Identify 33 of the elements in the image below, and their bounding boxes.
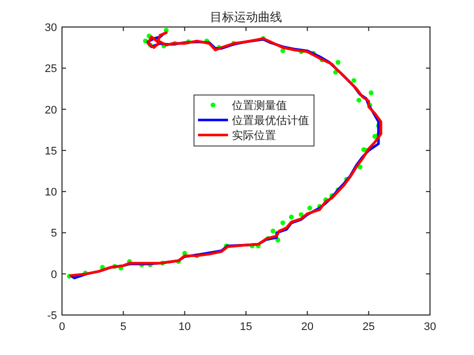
point [288, 214, 294, 220]
x-tick-label: 10 [178, 321, 191, 333]
x-tick-label: 25 [362, 321, 375, 333]
legend-label: 位置最优估计值 [232, 114, 309, 127]
point [358, 164, 362, 170]
point [307, 206, 312, 210]
chart-title: 目标运动曲线 [210, 10, 282, 24]
y-tick-label: 20 [44, 104, 57, 116]
y-tick-label: 25 [44, 63, 57, 76]
point [280, 220, 286, 226]
x-tick-label: 5 [120, 321, 126, 333]
legend-label: 实际位置 [232, 129, 276, 142]
point [275, 238, 280, 243]
point [270, 228, 276, 234]
x-tick-label: 20 [301, 321, 314, 333]
y-tick-label: 5 [50, 228, 57, 240]
y-tick-label: 0 [50, 268, 57, 281]
point [368, 90, 374, 96]
y-tick-label: 30 [44, 22, 57, 34]
point [333, 70, 338, 75]
legend-label: 位置测量值 [232, 100, 287, 112]
point [356, 98, 362, 103]
point [336, 60, 340, 65]
x-tick-label: 0 [58, 321, 66, 333]
point [352, 78, 356, 83]
y-tick-label: 10 [44, 186, 57, 199]
point [361, 147, 366, 152]
y-tick-label: 15 [44, 145, 57, 158]
x-tick-label: 30 [424, 321, 436, 333]
point [298, 212, 304, 218]
point [280, 48, 286, 54]
x-tick-label: 15 [240, 321, 252, 333]
y-tick-label: -5 [47, 310, 57, 322]
